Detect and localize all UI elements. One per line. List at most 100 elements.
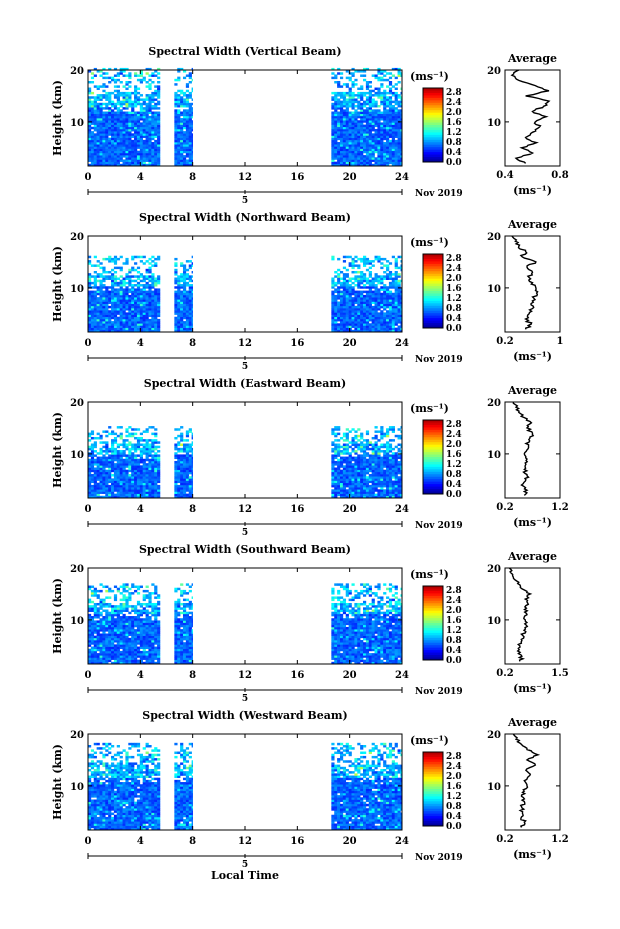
heatmap-cell [354, 316, 358, 320]
heatmap-cell [134, 450, 138, 453]
heatmap-cell [386, 316, 390, 320]
colorbar-segment [423, 147, 443, 151]
heatmap-cell [331, 480, 335, 484]
heatmap-cell [128, 301, 132, 304]
heatmap-cell [348, 135, 352, 138]
heatmap-cell [111, 316, 115, 320]
heatmap-cell [145, 458, 149, 462]
y-axis-label: Height (km) [51, 246, 64, 322]
heatmap-cell [365, 281, 370, 285]
heatmap-cell [363, 329, 367, 333]
heatmap-cell [365, 487, 370, 490]
heatmap-cell [119, 281, 123, 285]
heatmap-cell [125, 495, 129, 499]
heatmap-cell [136, 329, 141, 333]
heatmap-cell [174, 308, 178, 311]
heatmap-cell [136, 301, 141, 304]
heatmap-cell [90, 465, 95, 468]
heatmap-cell [360, 275, 364, 278]
heatmap-cell [122, 94, 126, 97]
heatmap-cell [90, 122, 95, 125]
heatmap-cell [363, 478, 367, 481]
heatmap-cell [377, 456, 381, 460]
heatmap-cell [139, 142, 143, 145]
heatmap-cell [125, 329, 129, 333]
heatmap-cell [174, 482, 178, 486]
heatmap-cell [374, 476, 378, 479]
heatmap-cell [394, 161, 398, 165]
date-label: Nov 2019 [415, 355, 463, 365]
month-tick-label: 5 [242, 362, 248, 372]
heatmap-cell [397, 284, 401, 287]
heatmap-cell [383, 327, 387, 331]
heatmap-cell [185, 493, 190, 497]
heatmap-cell [363, 102, 367, 106]
heatmap-cell [348, 118, 352, 121]
heatmap-cell [363, 146, 367, 149]
heatmap-cell [368, 312, 372, 315]
heatmap-cell [88, 465, 92, 468]
heatmap-cell [334, 310, 338, 313]
heatmap-cell [180, 476, 184, 479]
heatmap-cell [154, 142, 158, 145]
heatmap-cell [342, 131, 347, 134]
heatmap-cell [400, 74, 403, 77]
heatmap-cell [365, 159, 370, 162]
heatmap-cell [177, 157, 181, 160]
heatmap-cell [154, 441, 158, 444]
heatmap-cell [348, 329, 352, 333]
heatmap-cell [88, 478, 92, 481]
heatmap-cell [113, 452, 118, 455]
heatmap-cell [139, 432, 143, 436]
heatmap-cell [342, 478, 347, 481]
heatmap-cell [354, 443, 358, 446]
heatmap-cell [342, 113, 347, 117]
heatmap-cell [139, 122, 143, 125]
heatmap-cell [386, 115, 390, 119]
heatmap-cell [357, 150, 361, 154]
heatmap-cell [363, 447, 367, 451]
heatmap-cell [182, 323, 187, 326]
heatmap-cell [388, 312, 393, 315]
heatmap-cell [154, 115, 158, 119]
heatmap-cell [88, 109, 92, 112]
heatmap-cell [145, 268, 149, 272]
heatmap-cell [182, 480, 187, 484]
heatmap-cell [363, 323, 367, 326]
heatmap-cell [182, 493, 187, 497]
heatmap-cell [342, 452, 347, 455]
heatmap-cell [345, 146, 349, 149]
heatmap-cell [119, 268, 123, 272]
heatmap-cell [348, 262, 352, 265]
heatmap-cell [128, 137, 132, 141]
heatmap-cell [99, 137, 103, 141]
heatmap-cell [400, 113, 403, 117]
heatmap-cell [136, 489, 141, 492]
heatmap-cell [357, 495, 361, 499]
heatmap-cell [337, 323, 341, 326]
heatmap-cell [331, 469, 335, 473]
heatmap-cell [351, 113, 355, 117]
heatmap-cell [128, 161, 132, 165]
heatmap-cell [88, 294, 92, 298]
heatmap-cell [174, 150, 178, 154]
heatmap-cell [99, 161, 103, 165]
heatmap-cell [113, 163, 118, 167]
heatmap-cell [368, 491, 372, 494]
heatmap-cell [111, 452, 115, 455]
heatmap-cell [145, 329, 149, 333]
heatmap-cell [142, 297, 146, 300]
heatmap-cell [88, 135, 92, 138]
heatmap-cell [345, 467, 349, 470]
heatmap-cell [348, 482, 352, 486]
heatmap-cell [337, 85, 341, 88]
heatmap-cell [136, 480, 141, 484]
heatmap-cell [368, 476, 372, 479]
heatmap-cell [177, 155, 181, 158]
heatmap-cell [383, 126, 387, 130]
heatmap-cell [96, 104, 100, 108]
heatmap-cell [365, 262, 370, 265]
heatmap-cell [188, 81, 192, 84]
heatmap-cell [380, 288, 384, 291]
heatmap-cell [142, 495, 146, 499]
